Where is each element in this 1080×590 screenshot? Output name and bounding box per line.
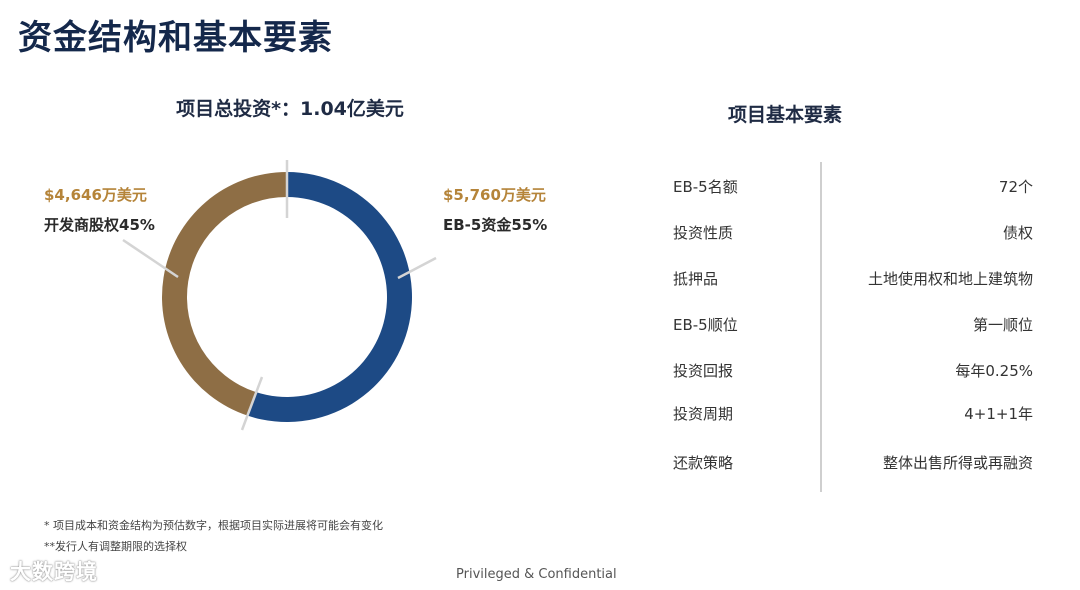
slice-amount-developer: $4,646万美元	[44, 186, 147, 204]
leader-line-developer	[122, 238, 179, 279]
footnote-cost: * 项目成本和资金结构为预估数字，根据项目实际进展将可能会有变化	[44, 519, 383, 532]
row-key: EB-5名额	[673, 178, 738, 196]
slice-amount-eb5: $5,760万美元	[443, 186, 546, 204]
row-value: 债权	[1002, 224, 1033, 242]
row-value: 土地使用权和地上建筑物	[867, 270, 1033, 288]
slice-developer	[162, 172, 287, 416]
row-value: 每年0.25%	[955, 362, 1033, 380]
row-key: 抵押品	[673, 270, 719, 288]
footnote-term: **发行人有调整期限的选择权	[44, 540, 187, 553]
table-title: 项目基本要素	[727, 104, 842, 126]
row-key: 还款策略	[673, 454, 734, 472]
separator-line-bottom	[240, 376, 264, 431]
row-value: 整体出售所得或再融资	[882, 454, 1033, 472]
row-key: 投资性质	[673, 224, 734, 242]
chart-title: 项目总投资*：1.04亿美元	[176, 98, 404, 120]
slice-label-developer: 开发商股权45%	[44, 216, 155, 234]
watermark-logo: 大数跨境	[10, 560, 98, 584]
table-divider	[820, 162, 822, 492]
slice-label-eb5: EB-5资金55%	[443, 216, 548, 234]
donut-chart	[122, 160, 437, 431]
row-key: 投资周期	[673, 405, 734, 423]
row-value: 4+1+1年	[964, 405, 1033, 423]
leader-line-eb5	[397, 256, 437, 280]
row-value: 72个	[998, 178, 1033, 196]
row-value: 第一顺位	[972, 316, 1033, 334]
confidential-footer: Privileged & Confidential	[456, 567, 617, 582]
page-title: 资金结构和基本要素	[18, 18, 333, 58]
row-key: EB-5顺位	[673, 316, 738, 334]
row-key: 投资回报	[673, 362, 734, 380]
slice-eb5	[248, 172, 413, 422]
